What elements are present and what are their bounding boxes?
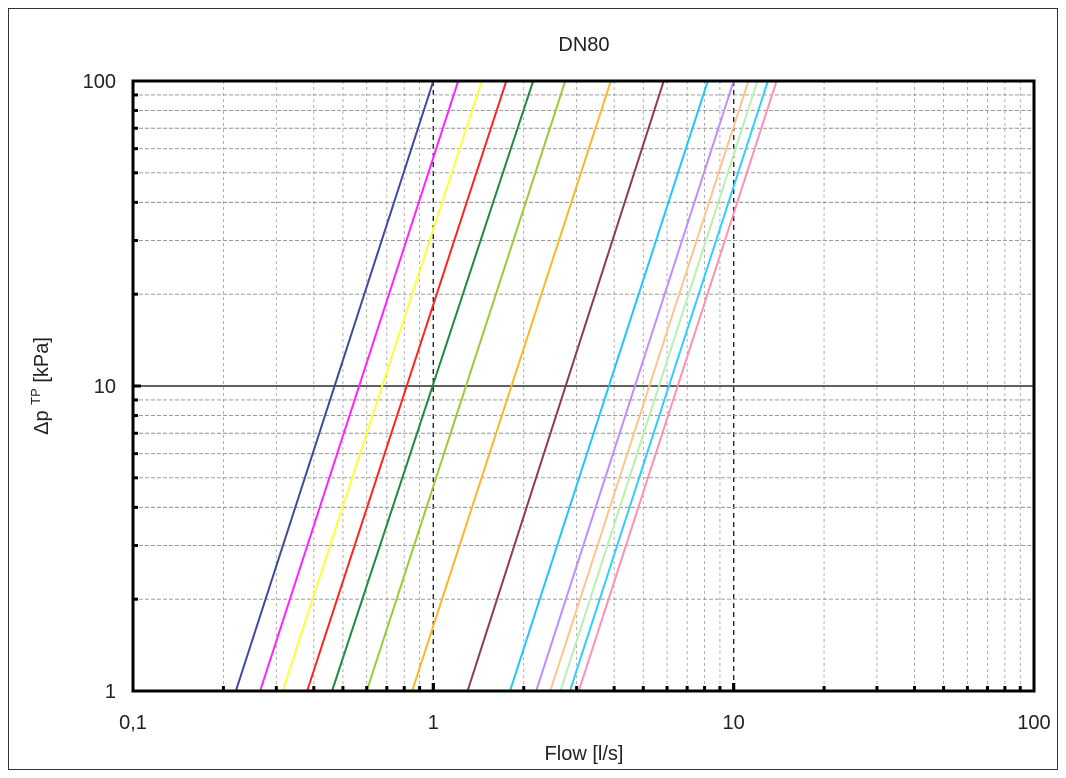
chart-title: DN80 xyxy=(558,34,609,56)
x-tick-label: 0,1 xyxy=(119,712,147,734)
series-line-14 xyxy=(577,80,778,692)
series-line-5 xyxy=(331,80,535,692)
series-line-9 xyxy=(509,80,709,692)
series-line-13 xyxy=(568,80,769,692)
y-axis-label-suffix: [kPa] xyxy=(31,337,53,383)
series-line-3 xyxy=(281,80,483,692)
series-line-8 xyxy=(466,80,665,692)
series-line-2 xyxy=(259,80,460,692)
y-tick-label: 100 xyxy=(83,71,116,93)
series-line-7 xyxy=(411,80,612,692)
series-line-12 xyxy=(559,80,759,692)
y-axis-label: Δp TP [kPa] xyxy=(23,337,53,435)
series-layer xyxy=(234,80,778,692)
y-tick-label: 1 xyxy=(105,681,116,703)
outer-frame xyxy=(8,8,1058,770)
y-axis-label-superscript: TP xyxy=(28,388,43,405)
series-line-4 xyxy=(306,80,508,692)
series-line-6 xyxy=(365,80,567,692)
series-line-11 xyxy=(549,80,750,692)
x-tick-label: 10 xyxy=(723,712,745,734)
x-tick-label: 100 xyxy=(1017,712,1050,734)
grid-layer xyxy=(132,80,1035,692)
x-axis-label: Flow [l/s] xyxy=(545,743,624,765)
x-tick-label: 1 xyxy=(428,712,439,734)
series-line-10 xyxy=(535,80,735,692)
series-line-1 xyxy=(234,80,435,692)
y-tick-label: 10 xyxy=(94,376,116,398)
y-axis-label-prefix: Δp xyxy=(31,410,53,434)
